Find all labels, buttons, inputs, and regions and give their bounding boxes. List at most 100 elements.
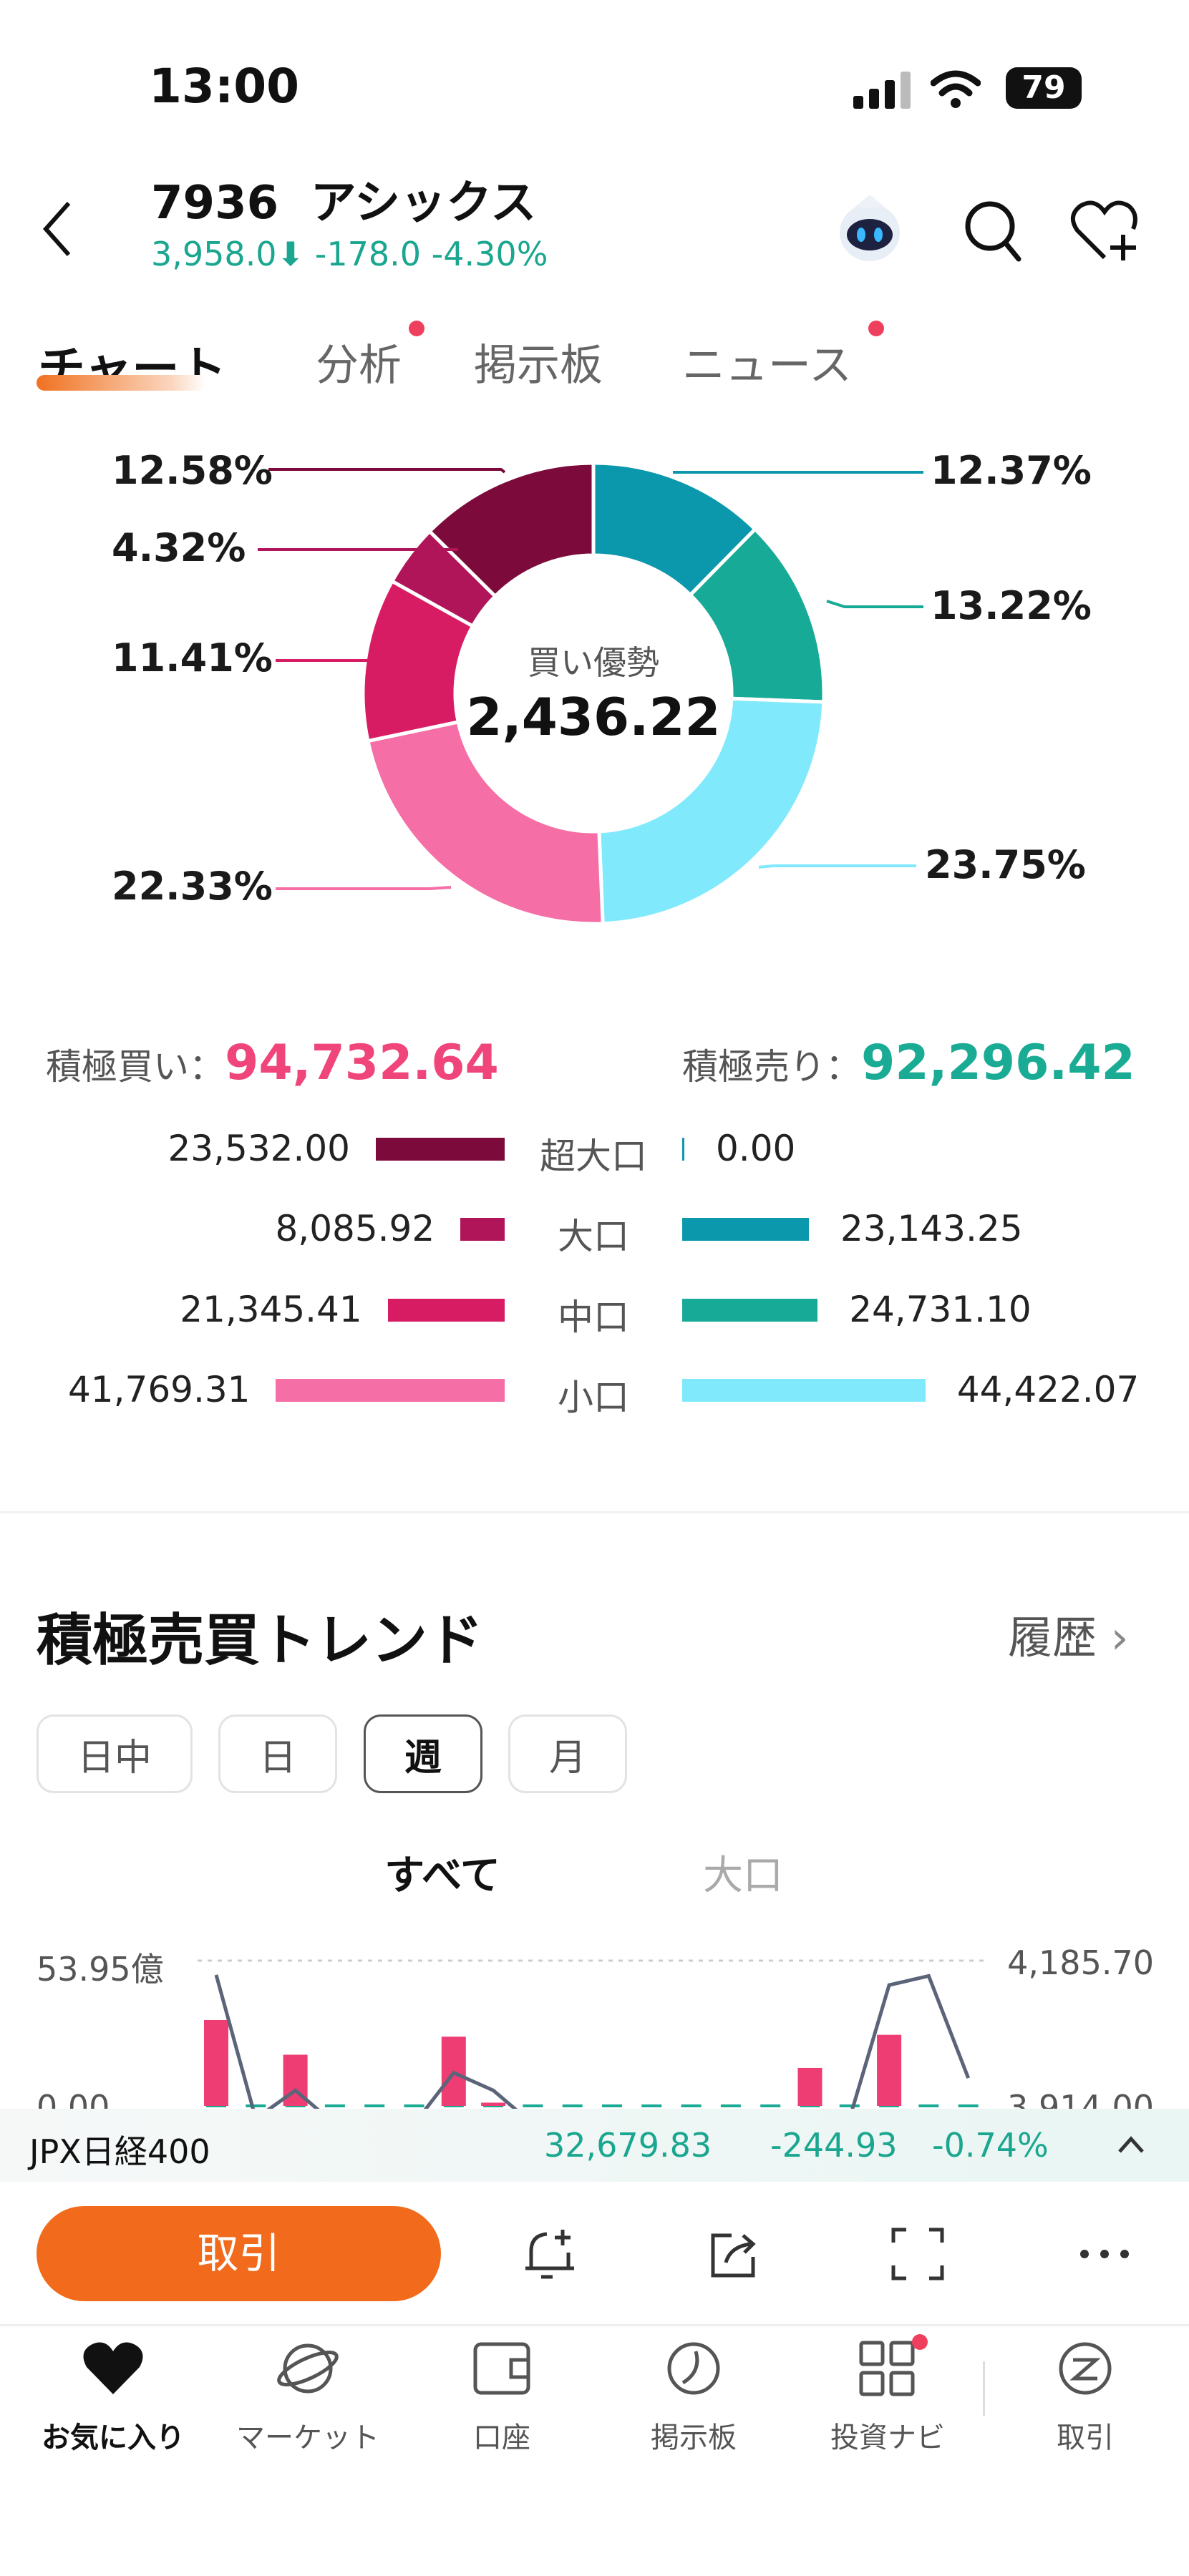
search-icon[interactable] [963,199,1023,263]
battery-level: 79 [1021,69,1066,106]
ticker-change-pct: -0.74% [932,2126,1049,2165]
trend-chart [198,1959,986,2109]
period-week-button[interactable]: 週 [364,1714,482,1793]
history-label: 履歴 [1008,1611,1097,1664]
donut-leader-line [276,886,452,890]
buy-bar [276,1379,505,1402]
history-link[interactable]: 履歴 › [1008,1601,1129,1666]
nav-label: お気に入り [42,2421,185,2454]
right-axis-bottom-tick: 3,914.00 [1007,2088,1154,2109]
left-axis-bottom-tick: 0.00 [37,2088,110,2109]
sell-bar [682,1379,926,1402]
wallet-icon [473,2342,530,2395]
buy-amount: 21,345.41 [180,1289,362,1330]
nav-divider [0,2324,1189,2326]
volume-bar [204,2019,228,2106]
donut-center-value: 2,436.22 [466,687,721,747]
price-line [214,1974,971,2109]
nav-invest-navi[interactable]: 投資ナビ [802,2340,974,2456]
sell-amount: 0.00 [716,1128,796,1169]
stock-name: アシックス [310,177,537,230]
nav-favorites[interactable]: お気に入り [27,2340,199,2456]
price-change: -178.0 [314,235,422,273]
right-axis-top-tick: 4,185.70 [1007,1943,1154,1982]
stock-code: 7936 [151,177,279,230]
trend-chart-area: 53.95億 0.00 4,185.70 3,914.00 [0,1918,1189,2109]
section-divider [0,1511,1189,1513]
tab-analysis-badge [409,321,424,336]
nav-label: 掲示板 [651,2421,737,2454]
nav-label: 投資ナビ [830,2421,945,2454]
buy-label: 積極買い： [46,1046,225,1088]
donut-label-left-7: 12.58% [112,448,273,493]
share-icon[interactable] [706,2225,763,2283]
volume-bar [797,2067,822,2106]
size-label: 超大口 [540,1136,647,1177]
sell-value: 92,296.42 [861,1035,1135,1091]
nav-label: 取引 [1057,2421,1114,2454]
tab-analysis[interactable]: 分析 [316,341,402,391]
donut-segment [427,461,596,599]
tab-board[interactable]: 掲示板 [474,341,603,391]
donut-leader-line [268,468,506,474]
sell-amount: 23,143.25 [840,1208,1023,1249]
donut-label-right-1: 12.37% [931,448,1092,493]
period-month-button[interactable]: 月 [508,1714,627,1793]
planet-icon [277,2343,339,2394]
ai-robot-icon[interactable] [834,193,906,265]
volume-bar [877,2034,902,2106]
donut-center-label: 買い優勢 [528,643,659,682]
donut-chart [258,461,923,926]
ticker-value: 32,679.83 [544,2126,712,2165]
nav-board[interactable]: 掲示板 [608,2340,780,2456]
sell-bar [682,1299,818,1322]
left-axis-top-tick: 53.95億 [37,1950,164,1989]
nav-account[interactable]: 口座 [416,2340,588,2456]
sell-amount: 24,731.10 [849,1289,1032,1330]
battery-indicator: 79 [1006,67,1082,109]
sell-summary: 積極売り：92,296.42 [682,1035,1135,1091]
fullscreen-icon[interactable] [890,2227,945,2281]
more-icon[interactable] [1077,2247,1132,2261]
buy-value: 94,732.64 [225,1035,499,1091]
chevron-up-icon[interactable] [1117,2135,1145,2156]
board-icon [667,2342,720,2395]
price-line: 3,958.0⬇ -178.0 -4.30% [151,235,548,273]
stock-title: 7936 アシックス [151,166,536,232]
buy-amount: 41,769.31 [68,1369,251,1410]
size-label: 小口 [558,1377,629,1418]
back-chevron-icon[interactable] [40,200,76,258]
heart-icon [83,2342,143,2394]
grid-apps-icon [859,2341,915,2396]
nav-label: マーケット [236,2421,379,2454]
sell-bar [682,1138,684,1161]
down-arrow-icon: ⬇ [276,235,305,273]
period-day-button[interactable]: 日 [218,1714,337,1793]
price-change-pct: -4.30% [431,235,548,273]
trade-button[interactable]: 取引 [37,2206,441,2301]
volume-bar [481,2102,506,2106]
subtab-large[interactable]: 大口 [703,1853,783,1899]
ticker-name: JPX日経400 [29,2132,210,2171]
nav-invest-navi-badge [912,2334,928,2350]
size-label: 中口 [558,1297,629,1338]
ticker-change: -244.93 [770,2126,898,2165]
subtab-all[interactable]: すべて [384,1853,500,1899]
index-ticker-bar[interactable]: JPX日経400 32,679.83 -244.93 -0.74% [0,2109,1189,2182]
chevron-right-icon: › [1110,1611,1129,1664]
donut-leader-line [758,864,916,869]
add-favorite-icon[interactable] [1070,199,1142,263]
buy-amount: 8,085.92 [275,1208,435,1249]
nav-trade[interactable]: 取引 [999,2340,1171,2456]
donut-segment [597,696,826,926]
size-label: 大口 [558,1216,629,1257]
trend-title: 積極売買トレンド [37,1609,484,1673]
tab-news[interactable]: ニュース [682,341,852,391]
nav-market[interactable]: マーケット [222,2340,394,2456]
tab-active-underline [37,375,205,391]
buy-bar [460,1218,505,1241]
tab-news-badge [868,321,884,336]
price-alert-bell-icon[interactable] [521,2225,578,2283]
period-intraday-button[interactable]: 日中 [37,1714,193,1793]
donut-label-left-4: 22.33% [112,864,273,909]
